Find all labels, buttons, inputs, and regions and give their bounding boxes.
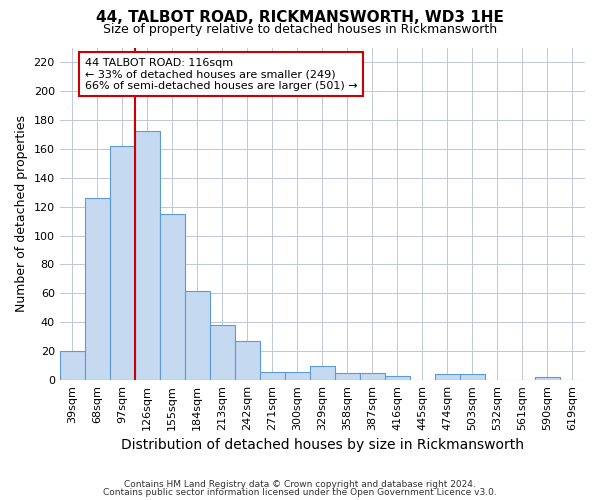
Bar — [59, 352, 85, 380]
Bar — [135, 132, 160, 380]
Bar — [160, 214, 185, 380]
Text: 44, TALBOT ROAD, RICKMANSWORTH, WD3 1HE: 44, TALBOT ROAD, RICKMANSWORTH, WD3 1HE — [96, 10, 504, 25]
Bar — [210, 325, 235, 380]
Y-axis label: Number of detached properties: Number of detached properties — [15, 116, 28, 312]
Bar — [385, 376, 410, 380]
Text: Contains public sector information licensed under the Open Government Licence v3: Contains public sector information licen… — [103, 488, 497, 497]
Bar — [235, 341, 260, 380]
Text: 44 TALBOT ROAD: 116sqm
← 33% of detached houses are smaller (249)
66% of semi-de: 44 TALBOT ROAD: 116sqm ← 33% of detached… — [85, 58, 358, 91]
Bar — [335, 373, 360, 380]
Bar — [460, 374, 485, 380]
Text: Contains HM Land Registry data © Crown copyright and database right 2024.: Contains HM Land Registry data © Crown c… — [124, 480, 476, 489]
Bar — [285, 372, 310, 380]
X-axis label: Distribution of detached houses by size in Rickmansworth: Distribution of detached houses by size … — [121, 438, 524, 452]
Bar — [110, 146, 135, 380]
Bar — [85, 198, 110, 380]
Bar — [310, 366, 335, 380]
Bar — [435, 374, 460, 380]
Bar — [360, 373, 385, 380]
Text: Size of property relative to detached houses in Rickmansworth: Size of property relative to detached ho… — [103, 22, 497, 36]
Bar — [260, 372, 285, 380]
Bar — [185, 290, 210, 380]
Bar — [535, 378, 560, 380]
